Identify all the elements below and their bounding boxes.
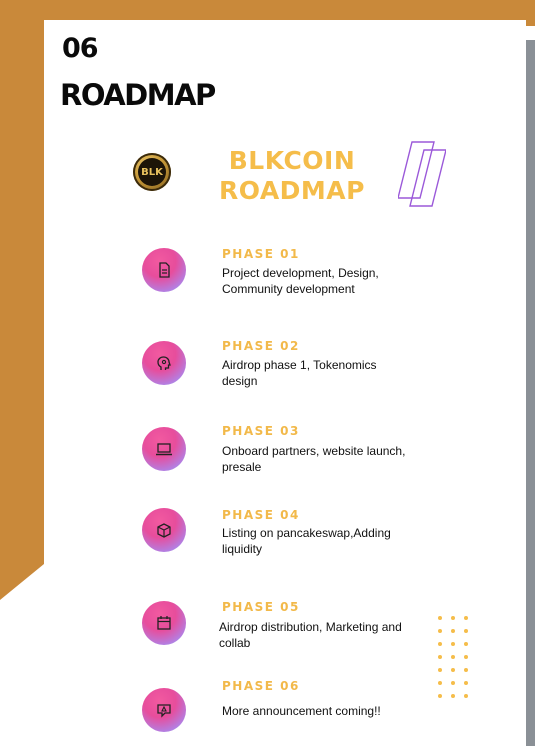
- phase-03-description: Onboard partners, website launch, presal…: [222, 444, 406, 474]
- gray-right-edge: [526, 40, 535, 746]
- phase-02-label: PHASE 02: [222, 339, 300, 353]
- phase-01-description: Project development, Design, Community d…: [222, 266, 379, 296]
- notification-icon: [142, 688, 186, 732]
- phase-05-description: Airdrop distribution, Marketing and coll…: [219, 620, 402, 650]
- phase-04-label: PHASE 04: [222, 508, 300, 522]
- orange-left-band: [0, 0, 44, 600]
- phase-03-label: PHASE 03: [222, 424, 300, 438]
- section-number: 06: [62, 33, 99, 64]
- calendar-icon: [142, 601, 186, 645]
- phase-04-description: Listing on pancakeswap,Adding liquidity: [222, 526, 391, 556]
- document-icon: [142, 248, 186, 292]
- stripes-decoration-icon: [398, 141, 446, 207]
- phase-01-label: PHASE 01: [222, 247, 300, 261]
- blk-coin-icon: BLK: [133, 153, 171, 191]
- phase-06-description: More announcement coming!!: [222, 704, 381, 718]
- roadmap-heading: BLKCOIN ROADMAP: [212, 146, 372, 206]
- laptop-icon: [142, 427, 186, 471]
- section-title: ROADMAP: [60, 78, 216, 112]
- phase-05-label: PHASE 05: [222, 600, 300, 614]
- coin-logo-text: BLK: [138, 158, 166, 186]
- phase-06-label: PHASE 06: [222, 679, 300, 693]
- roadmap-heading-line2: ROADMAP: [219, 176, 365, 205]
- head-gear-icon: [142, 341, 186, 385]
- phase-02-description: Airdrop phase 1, Tokenomics design: [222, 358, 377, 388]
- roadmap-heading-line1: BLKCOIN: [228, 146, 356, 175]
- dots-decoration-icon: [438, 616, 468, 698]
- box-icon: [142, 508, 186, 552]
- page-sheet: [44, 20, 526, 746]
